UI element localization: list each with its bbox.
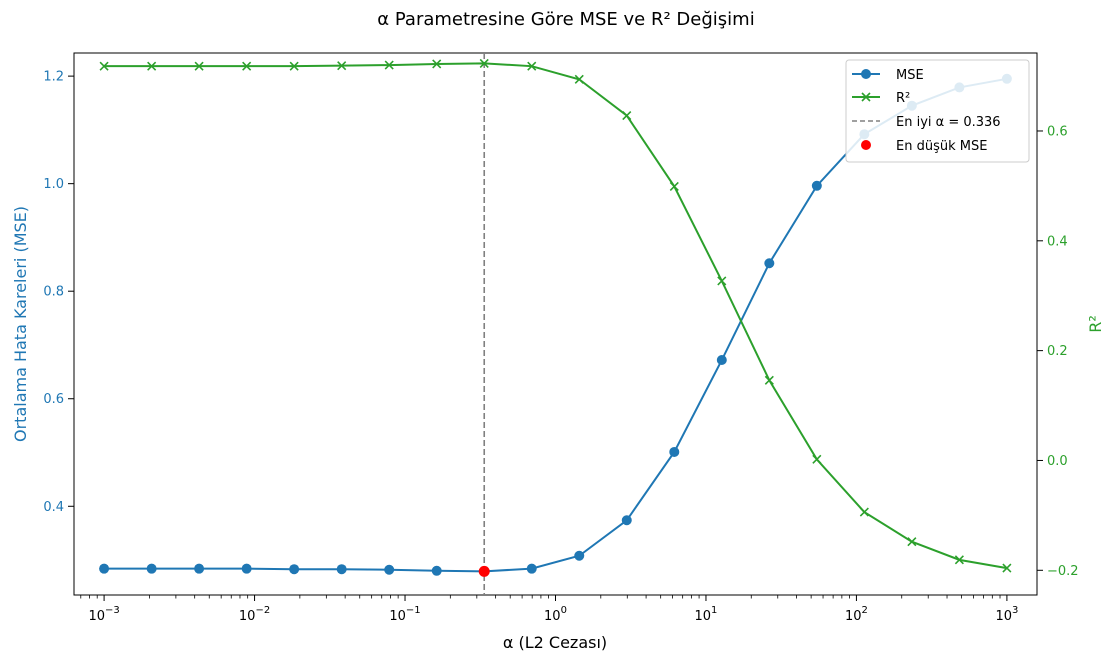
x-tick-label: 100 [544,605,567,624]
chart-title: α Parametresine Göre MSE ve R² Değişimi [377,9,754,30]
mse-point [99,563,110,574]
r2-point [907,537,917,547]
r2-point [147,61,157,71]
legend-mse-marker [861,69,871,79]
r2-point [764,375,774,385]
y-left-tick-label: 0.6 [43,392,64,407]
mse-point [431,565,442,576]
r2-point [432,59,442,69]
x-tick-label: 10−2 [239,605,270,624]
y-right-tick-label: 0.2 [1047,344,1068,359]
r2-point [99,61,109,71]
x-tick-label: 101 [695,605,718,624]
y-right-tick-label: −0.2 [1047,564,1079,579]
legend-r2-marker [861,92,871,102]
y-right-tick-label: 0.6 [1047,124,1068,139]
r2-series-line [104,62,1008,570]
y-axis-left-title: Ortalama Hata Kareleri (MSE) [11,206,30,442]
legend-r2-label: R² [896,91,910,106]
x-tick-label: 102 [845,605,868,624]
y-axis-right-title: R² [1086,315,1105,333]
y-left-tick-label: 0.4 [43,500,64,515]
y-axis-left-ticks: 0.4 0.6 0.8 1.0 1.2 [43,70,74,515]
y-right-tick-label: 0.4 [1047,234,1068,249]
y-axis-right-ticks: −0.2 0.0 0.2 0.4 0.6 [1037,124,1079,579]
r2-point [669,181,679,192]
legend-mse-label: MSE [896,68,924,83]
y-left-tick-label: 1.0 [43,177,64,192]
r2-point [1002,563,1012,573]
mse-point [669,446,680,457]
r2-point [954,555,964,565]
legend-best-label: En iyi α = 0.336 [896,115,1001,130]
mse-point [289,564,300,575]
mse-point [574,550,585,561]
legend-min-marker [861,140,871,150]
legend-frame [845,59,1030,163]
mse-point [241,563,252,574]
x-tick-label: 103 [995,605,1018,624]
r2-point [337,61,347,71]
y-left-tick-label: 0.8 [43,285,64,300]
r2-point [479,58,489,68]
r2-point [812,454,822,464]
r2-point [859,507,869,517]
mse-point [194,563,205,574]
y-right-tick-label: 0.0 [1047,454,1068,469]
mse-point [764,258,775,269]
legend: MSE R² En iyi α = 0.336 En düşük MSE [845,59,1030,163]
r2-point [194,61,204,71]
r2-point [527,61,537,71]
r2-point [289,61,299,71]
x-axis-title: α (L2 Cezası) [503,633,607,652]
mse-point [716,355,727,366]
mse-point [384,564,395,575]
mse-point [811,180,822,191]
mse-point [146,563,157,574]
mse-point [336,564,347,575]
r2-point [622,111,632,121]
mse-point [526,563,537,574]
r2-point [384,60,394,70]
y-left-tick-label: 1.2 [43,70,64,85]
r2-point [574,74,584,84]
r2-point [242,61,252,71]
x-axis-ticks: 10−3 10−2 10−1 100 101 102 103 [80,595,1018,624]
r2-point [717,276,727,286]
x-tick-label: 10−3 [88,605,119,624]
x-tick-label: 10−1 [389,605,420,624]
lowest-mse-point [478,565,490,577]
mse-point [621,515,632,526]
legend-min-label: En düşük MSE [896,139,987,154]
